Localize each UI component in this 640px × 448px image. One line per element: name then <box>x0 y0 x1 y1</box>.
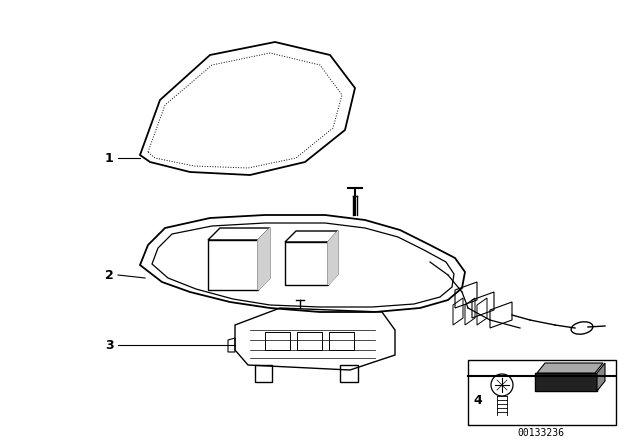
Polygon shape <box>537 363 603 373</box>
Polygon shape <box>258 228 270 290</box>
Text: 3: 3 <box>105 339 114 352</box>
Text: 2: 2 <box>105 268 114 281</box>
Polygon shape <box>597 363 605 391</box>
Text: 00133236: 00133236 <box>518 428 564 438</box>
Text: 1: 1 <box>105 151 114 164</box>
Text: 4: 4 <box>473 393 482 406</box>
Polygon shape <box>328 231 338 285</box>
Bar <box>468 360 616 425</box>
Polygon shape <box>535 373 597 391</box>
